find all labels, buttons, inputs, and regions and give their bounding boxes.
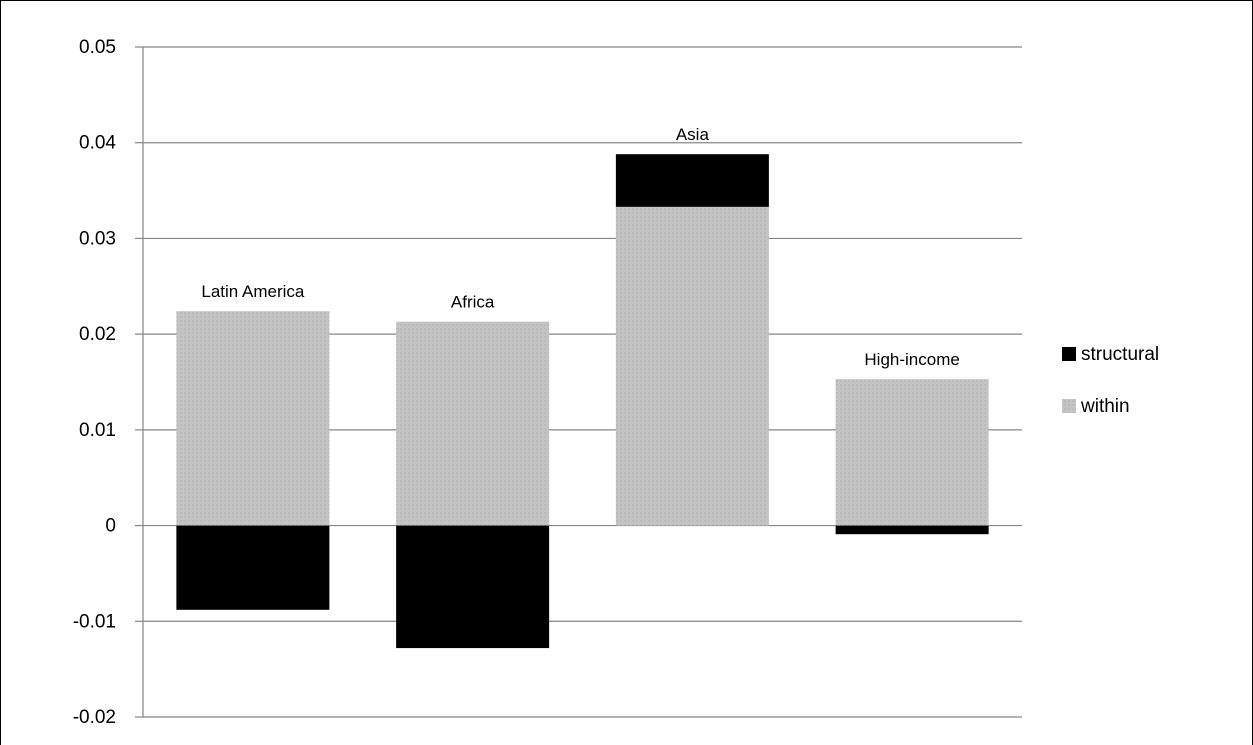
bar-structural-high-income: [835, 525, 989, 535]
y-tick-label: 0.01: [79, 420, 116, 441]
bar-structural-latin-america: [176, 525, 330, 610]
y-tick-label: -0.01: [73, 611, 116, 632]
bar-within-latin-america: [176, 311, 330, 526]
y-axis: 0.05 0.04 0.03 0.02 0.01 0 -0.01 -0.02: [73, 37, 144, 728]
bar-within-high-income: [835, 379, 989, 526]
bars: [176, 154, 989, 649]
legend: structural within: [1062, 344, 1159, 417]
y-tick-label: 0.05: [79, 37, 116, 58]
y-tick-label: -0.02: [73, 707, 116, 728]
category-label: High-income: [864, 350, 959, 369]
y-tick-label: 0.03: [79, 228, 116, 249]
bar-within-asia: [615, 206, 769, 526]
bar-within-africa: [396, 321, 550, 526]
y-tick-label: 0.04: [79, 133, 116, 154]
legend-swatch-structural: [1062, 347, 1076, 361]
legend-label-within: within: [1080, 396, 1130, 417]
category-labels: Latin America Africa Asia High-income: [201, 125, 959, 369]
legend-swatch-within: [1062, 399, 1076, 413]
y-tick-label: 0.02: [79, 324, 116, 345]
category-label: Asia: [676, 125, 710, 144]
legend-label-structural: structural: [1081, 344, 1159, 365]
y-tick-label: 0: [105, 516, 116, 537]
bar-structural-asia: [615, 154, 769, 207]
category-label: Africa: [451, 293, 495, 312]
category-label: Latin America: [201, 282, 305, 301]
bar-structural-africa: [396, 525, 550, 649]
